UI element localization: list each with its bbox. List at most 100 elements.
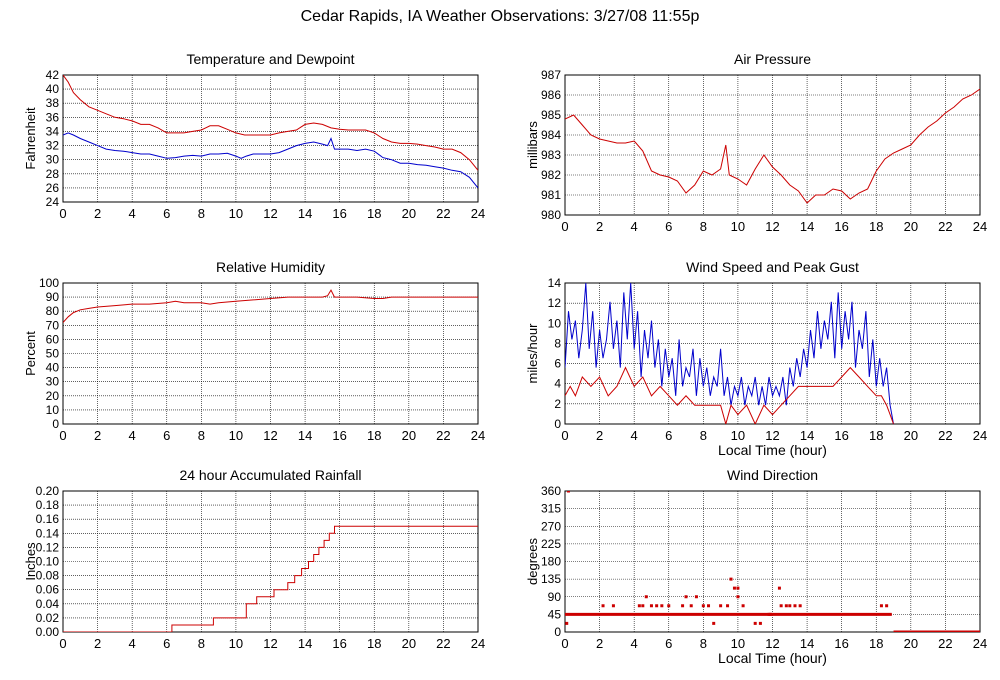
x-axis-label: Local Time (hour) bbox=[718, 650, 827, 666]
y-tick-label: 45 bbox=[548, 607, 562, 621]
x-tick-label: 18 bbox=[367, 428, 381, 443]
y-tick-label: 2 bbox=[554, 397, 561, 411]
data-point bbox=[758, 621, 762, 625]
y-tick-label: 0.08 bbox=[36, 569, 60, 583]
y-tick-label: 90 bbox=[46, 290, 60, 304]
y-tick-label: 20 bbox=[46, 389, 60, 403]
data-point bbox=[649, 604, 653, 608]
x-tick-label: 20 bbox=[402, 428, 416, 443]
data-point bbox=[741, 604, 745, 608]
y-tick-label: 30 bbox=[46, 153, 60, 167]
x-tick-label: 18 bbox=[869, 428, 883, 443]
chart-title: Relative Humidity bbox=[216, 259, 325, 275]
y-tick-label: 26 bbox=[46, 181, 60, 195]
x-tick-label: 14 bbox=[800, 636, 814, 651]
x-tick-label: 6 bbox=[163, 636, 170, 651]
x-tick-label: 0 bbox=[561, 428, 568, 443]
chart-panel-3: 0 2 4 6 8 10 12 14 16 18 20 22 240102030405060708090… bbox=[23, 259, 485, 443]
data-point bbox=[719, 604, 723, 608]
y-tick-label: 0.06 bbox=[36, 583, 60, 597]
y-tick-label: 360 bbox=[541, 484, 561, 498]
y-tick-label: 0.20 bbox=[36, 484, 60, 498]
y-tick-label: 10 bbox=[46, 403, 60, 417]
y-tick-label: 0.02 bbox=[36, 611, 60, 625]
x-tick-label: 24 bbox=[471, 206, 485, 221]
data-point bbox=[798, 604, 802, 608]
x-tick-label: 22 bbox=[938, 219, 952, 234]
y-axis-label: Fahrenheit bbox=[23, 107, 38, 170]
x-tick-label: 14 bbox=[298, 636, 312, 651]
x-tick-label: 2 bbox=[94, 206, 101, 221]
y-tick-label: 30 bbox=[46, 375, 60, 389]
x-tick-label: 22 bbox=[938, 636, 952, 651]
plot-area bbox=[565, 88, 980, 204]
x-tick-label: 10 bbox=[229, 428, 243, 443]
chart-title: Wind Direction bbox=[727, 467, 818, 483]
x-tick-label: 0 bbox=[59, 636, 66, 651]
data-point bbox=[777, 586, 781, 590]
y-tick-label: 60 bbox=[46, 332, 60, 346]
x-tick-label: 8 bbox=[700, 219, 707, 234]
x-tick-label: 8 bbox=[700, 636, 707, 651]
y-tick-label: 0.12 bbox=[36, 540, 60, 554]
data-point bbox=[637, 604, 641, 608]
data-point bbox=[793, 604, 797, 608]
series-line-1 bbox=[565, 283, 894, 424]
plot-area bbox=[63, 75, 478, 189]
data-point bbox=[779, 604, 783, 608]
y-tick-label: 36 bbox=[46, 110, 60, 124]
data-point bbox=[712, 621, 716, 625]
data-point bbox=[707, 604, 711, 608]
x-tick-label: 20 bbox=[904, 428, 918, 443]
x-tick-label: 12 bbox=[765, 428, 779, 443]
chart-title: Wind Speed and Peak Gust bbox=[686, 259, 859, 275]
x-tick-label: 4 bbox=[129, 636, 136, 651]
series-line-2 bbox=[63, 132, 478, 189]
chart-panel-6: 0 2 4 6 8 10 12 14 16 18 20 22 240459013518022527031… bbox=[525, 467, 987, 666]
x-tick-label: 10 bbox=[229, 636, 243, 651]
x-tick-label: 12 bbox=[765, 636, 779, 651]
y-tick-label: 983 bbox=[541, 148, 561, 162]
x-tick-label: 16 bbox=[834, 428, 848, 443]
chart-title: 24 hour Accumulated Rainfall bbox=[179, 467, 361, 483]
x-tick-label: 24 bbox=[471, 636, 485, 651]
y-tick-label: 32 bbox=[46, 139, 60, 153]
y-axis-label: degrees bbox=[525, 538, 540, 585]
x-tick-label: 22 bbox=[938, 428, 952, 443]
x-tick-label: 24 bbox=[973, 219, 987, 234]
x-tick-label: 18 bbox=[869, 219, 883, 234]
x-tick-label: 22 bbox=[436, 206, 450, 221]
y-tick-label: 38 bbox=[46, 96, 60, 110]
chart-panel-1: 0 2 4 6 8 10 12 14 16 18 20 22 242426283032343638404… bbox=[23, 51, 485, 221]
x-tick-label: 4 bbox=[631, 219, 638, 234]
chart-title: Air Pressure bbox=[734, 51, 811, 67]
y-tick-label: 34 bbox=[46, 124, 60, 138]
x-tick-label: 24 bbox=[973, 636, 987, 651]
x-tick-label: 16 bbox=[834, 219, 848, 234]
x-tick-label: 14 bbox=[298, 428, 312, 443]
y-tick-label: 980 bbox=[541, 208, 561, 222]
y-axis-label: millibars bbox=[525, 121, 540, 169]
x-tick-label: 0 bbox=[59, 428, 66, 443]
y-tick-label: 225 bbox=[541, 537, 561, 551]
data-point bbox=[753, 621, 757, 625]
y-tick-label: 981 bbox=[541, 188, 561, 202]
x-tick-label: 18 bbox=[869, 636, 883, 651]
x-tick-label: 20 bbox=[402, 636, 416, 651]
y-tick-label: 270 bbox=[541, 519, 561, 533]
data-point bbox=[681, 604, 685, 608]
y-tick-label: 4 bbox=[554, 377, 561, 391]
x-tick-label: 8 bbox=[198, 428, 205, 443]
x-tick-label: 0 bbox=[561, 636, 568, 651]
y-tick-label: 982 bbox=[541, 168, 561, 182]
data-point bbox=[641, 604, 645, 608]
x-tick-label: 22 bbox=[436, 428, 450, 443]
y-axis-label: Inches bbox=[23, 542, 38, 581]
x-tick-label: 2 bbox=[596, 219, 603, 234]
y-tick-label: 28 bbox=[46, 167, 60, 181]
y-tick-label: 10 bbox=[548, 316, 562, 330]
x-tick-label: 24 bbox=[973, 428, 987, 443]
series-line-1 bbox=[63, 289, 478, 323]
x-tick-label: 20 bbox=[904, 219, 918, 234]
